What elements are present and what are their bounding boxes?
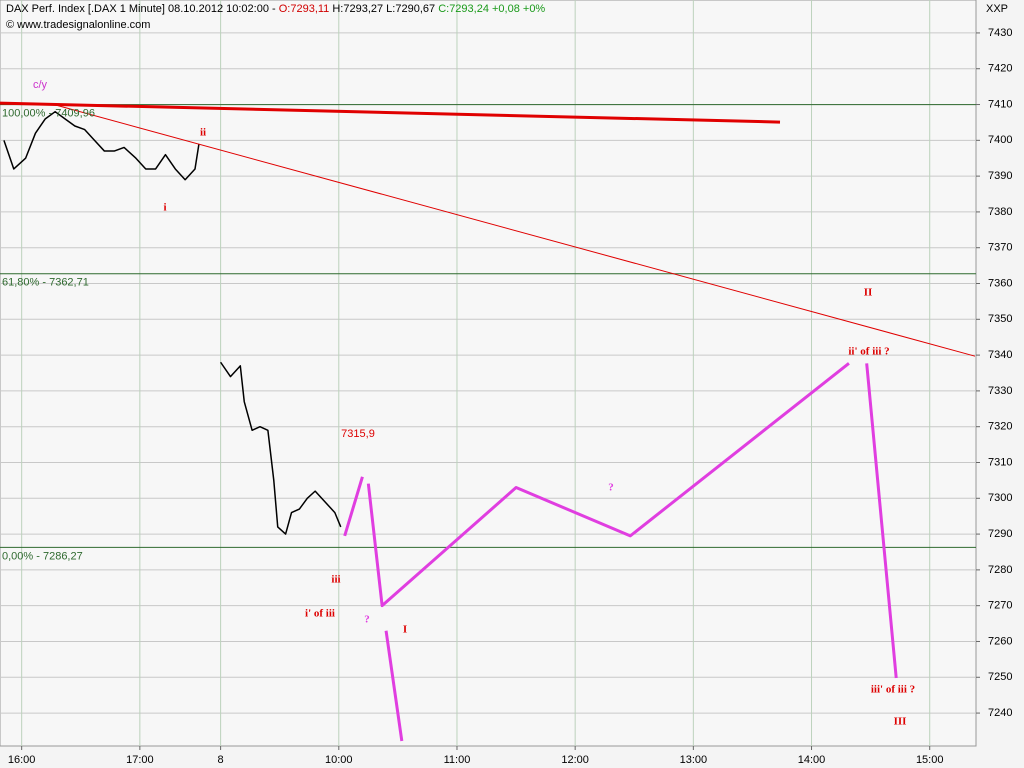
series-line [343,362,898,679]
y-tick-label: 7350 [988,313,1012,325]
y-tick-label: 7360 [988,277,1012,289]
annotation: i [163,202,166,214]
annotation: ? [608,482,614,494]
annotation: ii' of iii ? [848,346,889,358]
annotation: iii' of iii ? [871,684,915,696]
close: C:7293,24 +0,08 +0% [438,3,545,15]
level-label: 0,00% - 7286,27 [2,550,83,562]
high-low: H:7293,27 L:7290,67 [332,3,435,15]
series-line [384,630,404,742]
x-tick-label: 17:00 [126,754,154,766]
x-tick-label: 13:00 [680,754,708,766]
y-tick-label: 7240 [988,707,1012,719]
plot-area [0,0,977,747]
y-tick-label: 7280 [988,564,1012,576]
copyright: © www.tradesignalonline.com [6,19,150,31]
series-line [3,110,342,535]
x-tick-label: 10:00 [325,754,353,766]
y-tick-label: 7420 [988,63,1012,75]
annotation: ii [200,127,206,139]
symbol: XXP [986,3,1008,15]
x-tick-label: 14:00 [798,754,826,766]
annotation: I [403,624,407,636]
series-line [0,101,781,124]
y-tick-label: 7310 [988,456,1012,468]
x-tick-label: 8 [218,754,224,766]
y-tick-label: 7340 [988,349,1012,361]
annotation: c/y [33,79,48,91]
y-tick-label: 7410 [988,98,1012,110]
chart-title: DAX Perf. Index [.DAX 1 Minute] 08.10.20… [6,3,545,15]
annotation: iii [331,574,340,586]
title: DAX Perf. Index [.DAX 1 Minute] 08.10.20… [6,3,276,15]
annotation: ? [364,614,370,626]
y-tick-label: 7290 [988,528,1012,540]
y-tick-label: 7250 [988,671,1012,683]
annotation: 7315,9 [341,428,375,440]
level-label: 61,80% - 7362,71 [2,277,89,289]
y-tick-label: 7430 [988,27,1012,39]
y-tick-label: 7270 [988,600,1012,612]
y-tick-label: 7370 [988,242,1012,254]
y-tick-label: 7330 [988,385,1012,397]
annotation: III [894,716,907,728]
level-label: 100,00% - 7409,96 [2,108,95,120]
y-tick-label: 7320 [988,421,1012,433]
x-tick-label: 11:00 [444,754,471,766]
y-tick-label: 7390 [988,170,1012,182]
annotation: i' of iii [305,608,335,620]
annotation: II [864,287,873,299]
y-tick-label: 7300 [988,492,1012,504]
open: O:7293,11 [279,3,330,15]
y-tick-label: 7260 [988,635,1012,647]
x-tick-label: 16:00 [8,754,36,766]
series-line [55,104,976,357]
x-tick-label: 12:00 [561,754,589,766]
y-tick-label: 7400 [988,134,1012,146]
y-tick-label: 7380 [988,206,1012,218]
x-tick-label: 15:00 [916,754,944,766]
